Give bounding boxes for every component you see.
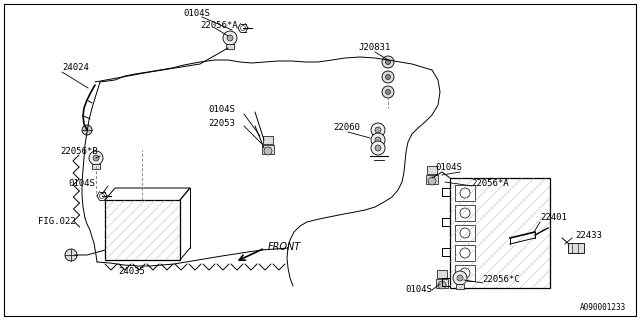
Bar [426, 175, 438, 184]
Text: 22060: 22060 [333, 124, 360, 132]
Circle shape [89, 151, 103, 165]
Circle shape [382, 71, 394, 83]
Text: FRONT: FRONT [268, 242, 301, 252]
Text: 0104S: 0104S [405, 285, 432, 294]
Bar [455, 245, 475, 261]
Circle shape [453, 271, 467, 285]
Text: 0104S: 0104S [435, 164, 462, 172]
Bar [456, 284, 464, 289]
Bar [226, 44, 234, 49]
Text: 0104S: 0104S [208, 106, 235, 115]
Bar [263, 136, 273, 144]
Text: 22056*B: 22056*B [60, 148, 98, 156]
Circle shape [223, 31, 237, 45]
Circle shape [385, 90, 390, 94]
Text: 22053: 22053 [208, 119, 235, 129]
Circle shape [65, 249, 77, 261]
Text: 0104S: 0104S [183, 10, 210, 19]
Bar [262, 145, 274, 154]
Text: 22056*C: 22056*C [482, 276, 520, 284]
Text: 22056*A: 22056*A [200, 21, 237, 30]
Text: J20831: J20831 [358, 44, 390, 52]
Circle shape [227, 35, 233, 41]
Text: 22056*A: 22056*A [471, 179, 509, 188]
Circle shape [375, 127, 381, 133]
Circle shape [371, 141, 385, 155]
Circle shape [382, 86, 394, 98]
Text: 24035: 24035 [118, 268, 145, 276]
Bar [450, 178, 550, 288]
Bar [568, 243, 584, 253]
Circle shape [457, 275, 463, 281]
Bar [436, 279, 448, 288]
Bar [92, 164, 100, 169]
Bar [455, 205, 475, 221]
Bar [455, 185, 475, 201]
Text: FIG.022: FIG.022 [38, 218, 76, 227]
Text: 24024: 24024 [62, 63, 89, 73]
Bar [437, 270, 447, 278]
Circle shape [428, 177, 436, 185]
Circle shape [385, 60, 390, 65]
Circle shape [375, 145, 381, 151]
Circle shape [382, 56, 394, 68]
Text: 22401: 22401 [540, 213, 567, 222]
Circle shape [385, 75, 390, 79]
Text: A090001233: A090001233 [580, 303, 627, 313]
Circle shape [371, 123, 385, 137]
Bar [105, 200, 180, 260]
Circle shape [438, 281, 446, 289]
Circle shape [264, 147, 272, 155]
Bar [455, 265, 475, 281]
Text: 22433: 22433 [575, 231, 602, 241]
Bar [427, 166, 437, 174]
Circle shape [82, 125, 92, 135]
Bar [455, 225, 475, 241]
Circle shape [371, 133, 385, 147]
Text: 0104S: 0104S [68, 179, 95, 188]
Circle shape [93, 155, 99, 161]
Circle shape [375, 137, 381, 143]
